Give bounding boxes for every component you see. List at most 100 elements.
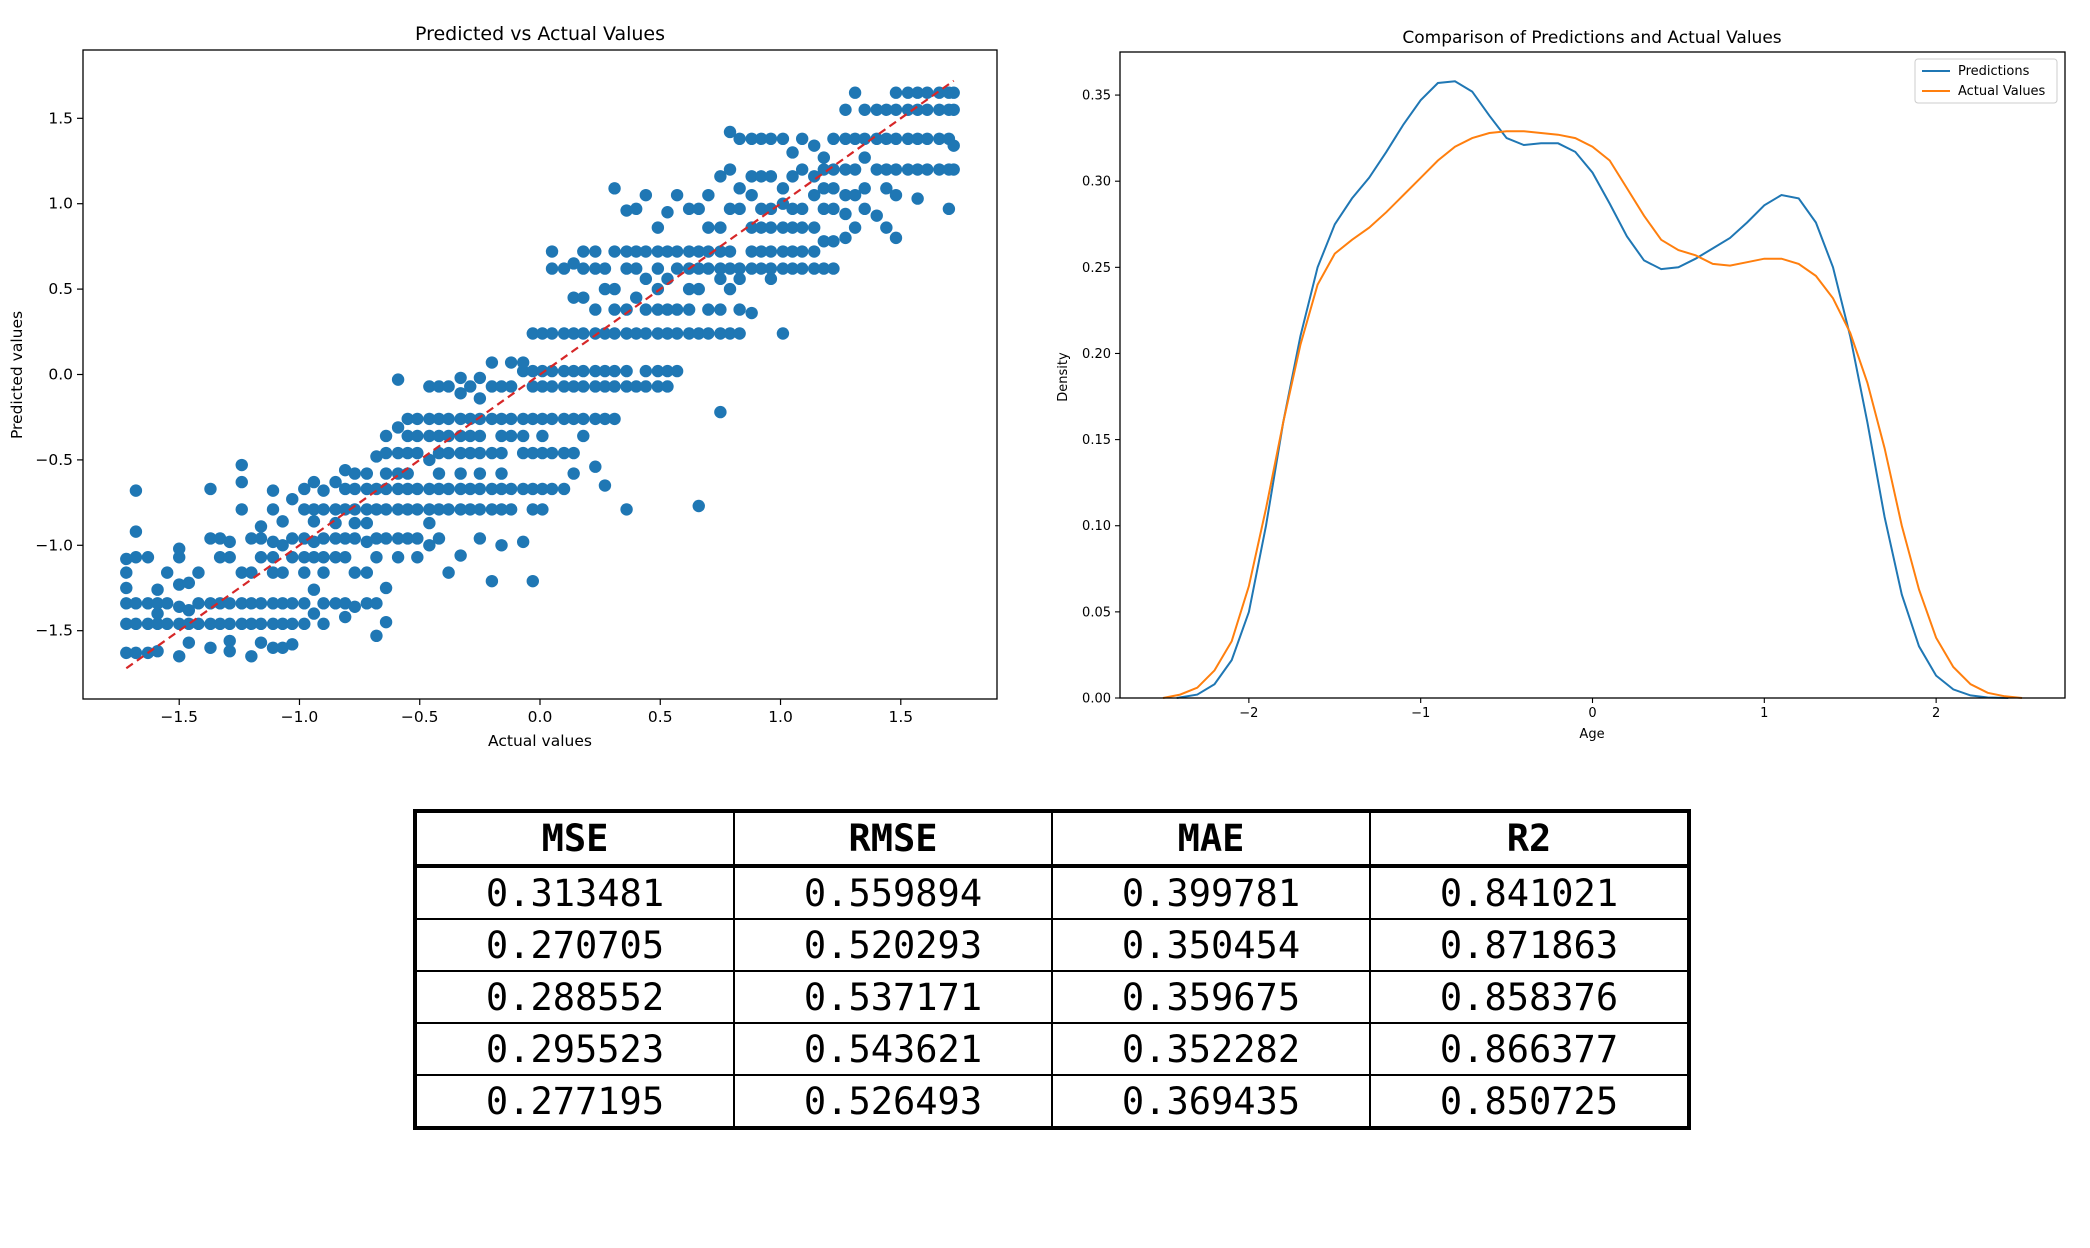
scatter-point	[947, 139, 960, 152]
scatter-point	[651, 262, 665, 275]
scatter-point	[682, 327, 696, 340]
scatter-point	[317, 597, 330, 610]
scatter-point	[348, 516, 361, 530]
scatter-point	[589, 245, 602, 258]
x-tick-label: −1	[1411, 706, 1430, 721]
scatter-point	[173, 650, 186, 663]
scatter-point	[545, 327, 559, 340]
legend-label: Actual Values	[1958, 84, 2046, 99]
scatter-point	[702, 303, 715, 316]
scatter-point	[160, 566, 174, 579]
scatter-point	[577, 364, 590, 378]
scatter-point	[338, 551, 352, 564]
scatter-point	[911, 163, 924, 176]
scatter-point	[129, 551, 143, 564]
scatter-point	[495, 446, 508, 460]
scatter-point	[745, 245, 758, 258]
scatter-point	[235, 503, 248, 516]
scatter-point	[620, 327, 633, 340]
scatter-point	[661, 380, 674, 393]
scatter-point	[795, 262, 809, 275]
scatter-point	[733, 272, 746, 286]
scatter-point	[379, 503, 393, 516]
scatter-point	[714, 272, 727, 286]
scatter-point	[379, 615, 393, 629]
scatter-point	[776, 245, 790, 258]
scatter-point	[442, 503, 455, 516]
scatter-point	[423, 453, 436, 467]
scatter-point	[464, 412, 477, 426]
scatter-point	[286, 617, 299, 631]
scatter-point	[338, 532, 352, 545]
scatter-point	[682, 282, 696, 296]
scatter-point	[454, 503, 467, 516]
scatter-chart: −1.5 −1.0 −0.5 0.0 0.5 1.0 1.5 −1.5 −1.0 −0.5 0.0…	[8, 23, 998, 750]
scatter-point	[204, 532, 217, 545]
scatter-point	[889, 231, 903, 245]
table-cell: 0.850725	[1369, 1074, 1690, 1129]
chart-title: Comparison of Predictions and Actual Val…	[1402, 28, 1781, 48]
scatter-point	[755, 262, 768, 275]
scatter-point	[411, 532, 424, 545]
scatter-point	[577, 327, 590, 340]
scatter-point	[764, 262, 778, 275]
x-tick-label: 0.5	[648, 708, 673, 726]
scatter-point	[682, 202, 696, 216]
scatter-point	[526, 364, 539, 378]
scatter-point	[817, 235, 831, 248]
scatter-point	[254, 532, 268, 545]
scatter-point	[213, 551, 227, 564]
x-tick-label: −2	[1239, 706, 1258, 721]
scatter-point	[317, 503, 330, 516]
scatter-point	[608, 245, 621, 258]
scatter-point	[651, 245, 665, 258]
scatter-point	[526, 327, 539, 340]
scatter-point	[714, 221, 727, 234]
scatter-point	[423, 503, 436, 516]
scatter-point	[129, 646, 143, 660]
scatter-point	[360, 566, 374, 579]
scatter-point	[536, 380, 549, 393]
scatter-point	[608, 303, 621, 316]
scatter-point	[411, 412, 424, 426]
scatter-point	[338, 503, 352, 516]
x-tick-label: 1	[1760, 706, 1768, 721]
scatter-point	[120, 597, 133, 610]
y-tick-label: 0.00	[1082, 692, 1111, 707]
y-tick-label: −1.5	[35, 622, 73, 640]
scatter-point	[598, 479, 612, 492]
scatter-point	[223, 535, 236, 549]
scatter-point	[338, 610, 352, 624]
scatter-point	[411, 503, 424, 516]
scatter-point	[423, 539, 436, 552]
scatter-point	[795, 202, 809, 216]
scatter-point	[223, 634, 236, 648]
scatter-point	[848, 188, 862, 202]
scatter-point	[151, 597, 164, 610]
scatter-point	[423, 380, 436, 393]
scatter-point	[933, 163, 946, 176]
scatter-point	[557, 262, 571, 275]
scatter-point	[608, 364, 621, 378]
table-cell: 0.359675	[1051, 970, 1371, 1024]
scatter-point	[921, 163, 934, 176]
scatter-point	[630, 380, 643, 393]
scatter-point	[620, 204, 633, 217]
scatter-point	[454, 467, 467, 480]
scatter-point	[298, 503, 311, 516]
table-cell: 0.288552	[414, 970, 735, 1024]
y-tick-label: 1.5	[48, 109, 73, 127]
scatter-point	[745, 132, 758, 146]
scatter-point	[692, 499, 705, 513]
scatter-point	[858, 151, 871, 164]
scatter-point	[464, 446, 477, 460]
scatter-point	[516, 412, 530, 426]
scatter-point	[776, 221, 790, 234]
scatter-point	[223, 644, 236, 658]
scatter-point	[598, 282, 612, 296]
scatter-point	[401, 429, 414, 443]
scatter-point	[204, 641, 217, 654]
scatter-point	[329, 503, 342, 516]
scatter-point	[173, 542, 186, 555]
scatter-point	[526, 446, 539, 460]
